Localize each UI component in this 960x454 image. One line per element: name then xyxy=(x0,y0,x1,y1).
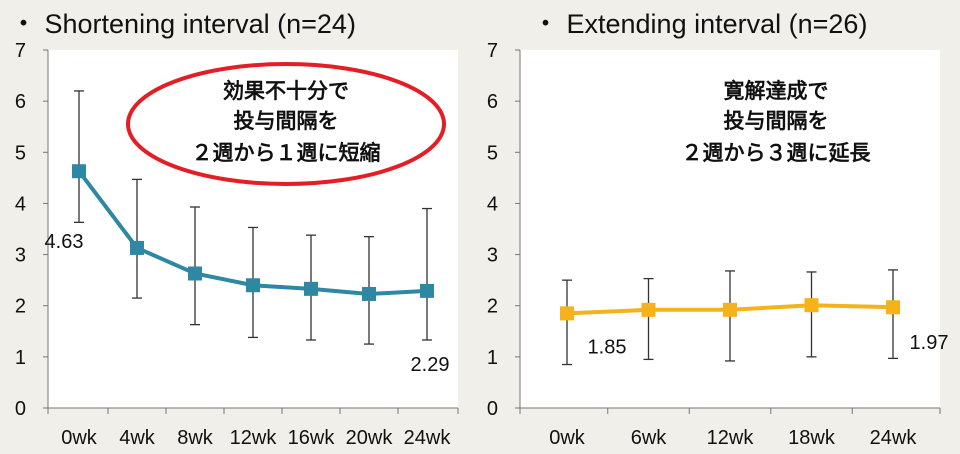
x-tick-label: 8wk xyxy=(177,427,214,449)
y-tick-label: 0 xyxy=(15,398,26,420)
data-label: 1.97 xyxy=(910,332,949,354)
x-tick-label: 16wk xyxy=(288,427,336,449)
x-tick-label: 24wk xyxy=(404,427,452,449)
data-point xyxy=(641,302,656,317)
y-tick-label: 3 xyxy=(15,245,26,267)
data-point xyxy=(560,306,574,321)
data-label: 2.29 xyxy=(411,354,450,376)
y-tick-label: 4 xyxy=(15,193,26,215)
data-point xyxy=(188,266,202,281)
x-tick-label: 18wk xyxy=(788,427,836,449)
y-tick-label: 5 xyxy=(15,142,26,164)
y-tick-label: 6 xyxy=(487,91,498,113)
x-tick-label: 24wk xyxy=(870,427,918,449)
data-label: 4.63 xyxy=(45,231,84,253)
x-tick-label: 0wk xyxy=(549,427,586,449)
data-point xyxy=(420,283,434,298)
x-tick-label: 20wk xyxy=(346,427,394,449)
annotation-text: ２週から１週に短縮 xyxy=(192,141,381,165)
annotation-text: 投与間隔を xyxy=(234,109,339,133)
x-tick-label: 0wk xyxy=(61,427,98,449)
data-point xyxy=(723,302,737,317)
data-label: 1.85 xyxy=(588,336,627,358)
data-point xyxy=(72,164,86,179)
annotation-text: 寛解達成で xyxy=(724,79,829,103)
y-tick-label: 3 xyxy=(487,245,498,267)
chart-title-shortening: ・ Shortening interval (n=24) xyxy=(10,9,356,39)
y-tick-label: 6 xyxy=(15,91,26,113)
chart-title-extending: ・ Extending interval (n=26) xyxy=(532,9,868,39)
annotation-text: 効果不十分で xyxy=(223,79,349,103)
annotation-text: ２週から３週に延長 xyxy=(682,141,872,165)
y-tick-label: 7 xyxy=(15,40,26,62)
annotation-ellipse xyxy=(126,62,446,186)
x-tick-label: 6wk xyxy=(631,427,668,449)
x-tick-label: 4wk xyxy=(119,427,156,449)
y-tick-label: 2 xyxy=(15,296,26,318)
y-tick-label: 1 xyxy=(487,347,498,369)
data-point xyxy=(886,300,900,315)
y-tick-label: 1 xyxy=(15,347,26,369)
data-point xyxy=(304,281,318,296)
y-tick-label: 5 xyxy=(487,142,498,164)
y-tick-label: 0 xyxy=(487,398,498,420)
data-point xyxy=(804,298,819,313)
data-point xyxy=(246,278,260,293)
x-tick-label: 12wk xyxy=(707,427,755,449)
annotation-text: 投与間隔を xyxy=(724,109,829,133)
data-point xyxy=(130,240,144,255)
y-tick-label: 4 xyxy=(487,193,498,215)
y-tick-label: 2 xyxy=(487,296,498,318)
x-tick-label: 12wk xyxy=(230,427,278,449)
chart-shortening: 0 1 2 3 4 5 6 7 0wk 4wk 8wk 12wk 16wk 20wk 24wk 効果不十分で投… xyxy=(15,40,459,449)
data-point xyxy=(362,286,376,301)
y-tick-label: 7 xyxy=(487,40,498,62)
